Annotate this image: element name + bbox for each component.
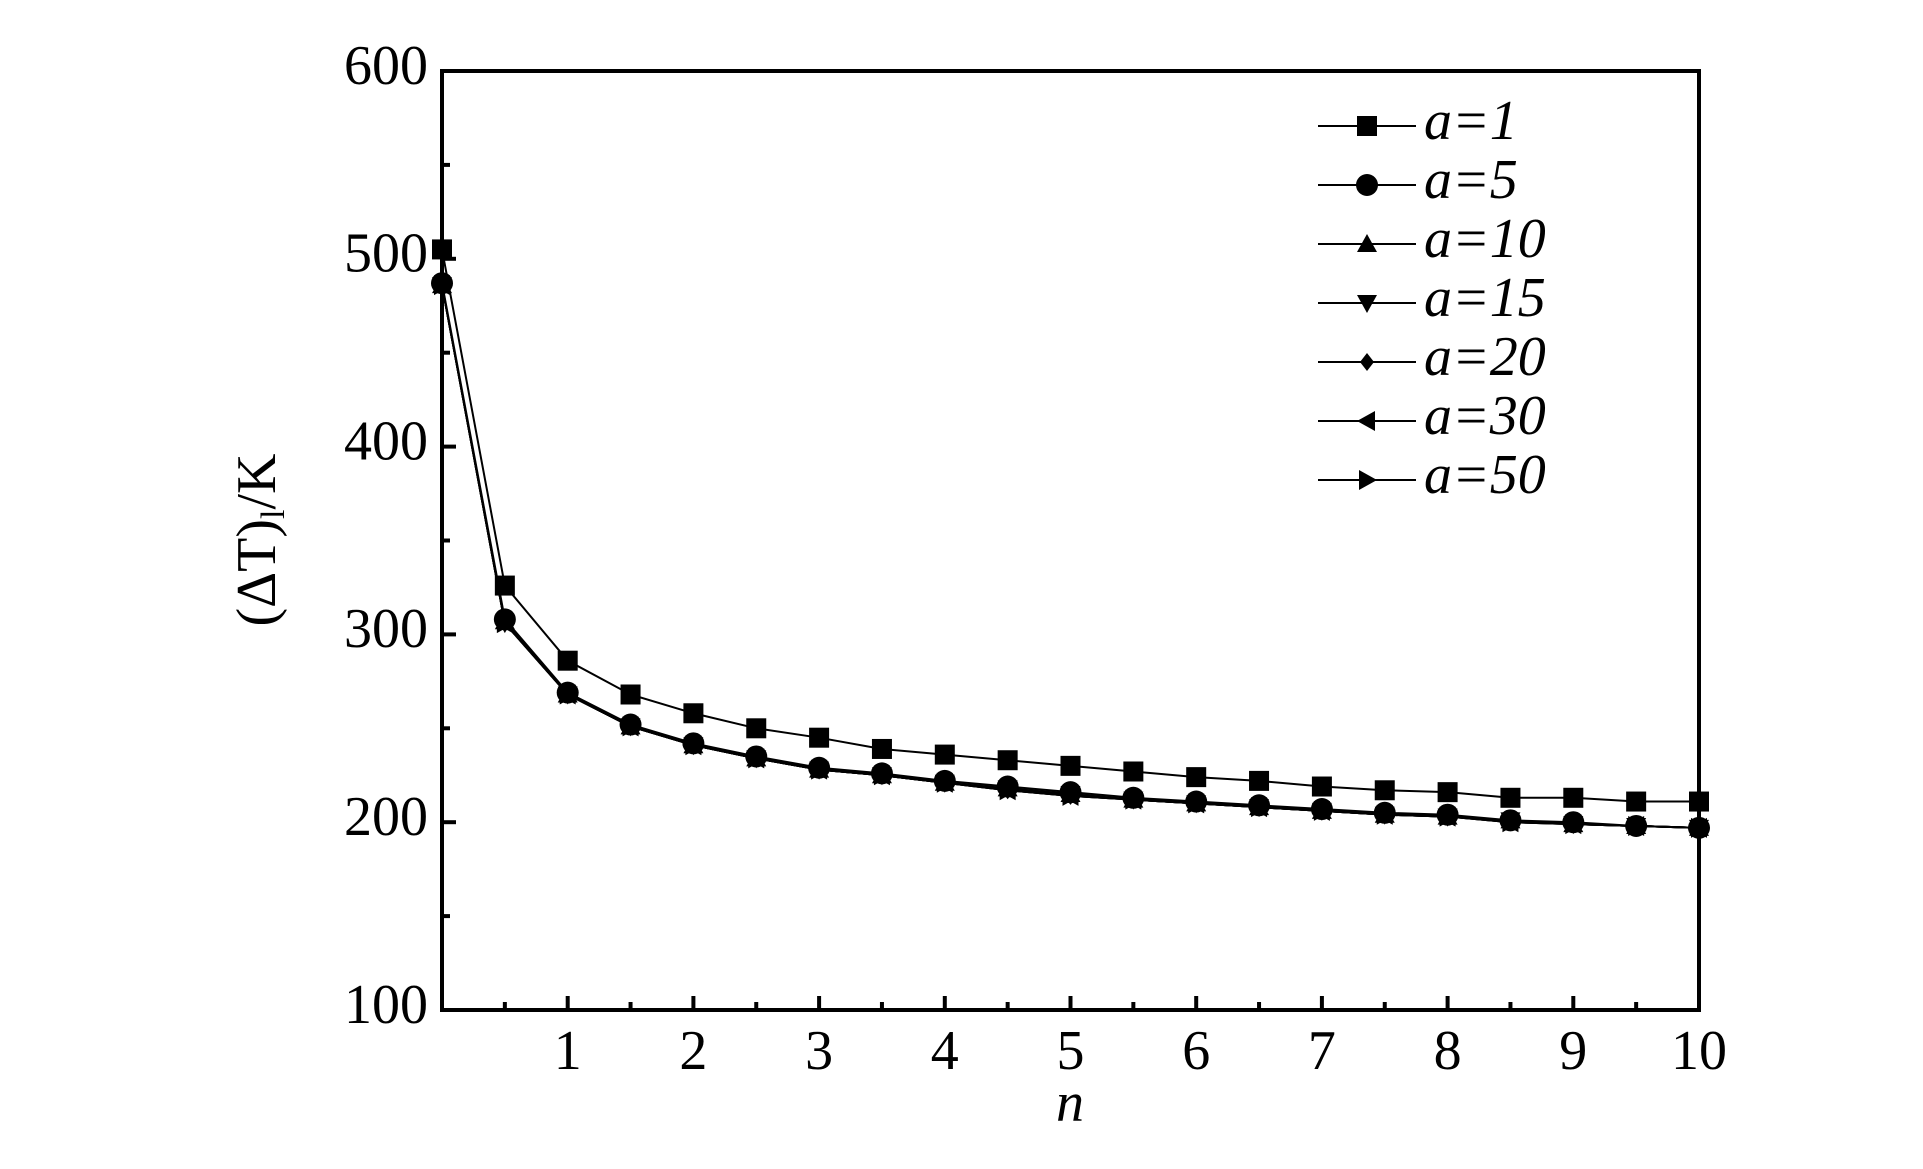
marker [1186,767,1207,788]
marker [1689,791,1709,812]
marker [622,716,641,737]
legend-label: a=15 [1424,267,1546,329]
marker [1691,817,1709,838]
legend-marker [1357,234,1377,252]
y-axis-label-unit: /K [226,454,288,510]
x-tick-label: 6 [1182,1020,1210,1082]
y-tick-label: 300 [344,598,428,660]
marker [494,575,515,596]
x-tick-label: 5 [1057,1020,1085,1082]
x-tick-label: 8 [1434,1020,1462,1082]
marker [434,275,452,296]
marker [620,684,641,705]
marker [748,748,767,769]
y-axis-label: (ΔT)l/K [226,454,292,627]
marker [432,239,452,260]
legend-marker [1357,295,1377,313]
marker [1060,755,1081,776]
legend-label: a=20 [1424,326,1546,388]
marker [685,735,704,756]
marker [1123,761,1144,782]
marker [1062,785,1081,806]
marker [1563,787,1584,808]
marker [809,727,830,748]
x-tick-label: 1 [554,1020,582,1082]
x-axis-label: n [1056,1072,1084,1134]
y-tick-label: 500 [344,223,428,285]
marker [1626,791,1647,812]
x-tick-label: 4 [931,1020,959,1082]
marker [934,744,955,765]
y-tick-label: 100 [344,974,428,1036]
x-tick-label: 9 [1559,1020,1587,1082]
legend-label: a=50 [1424,444,1546,506]
x-tick-label: 2 [679,1020,707,1082]
y-tick-label: 200 [344,786,428,848]
x-tick-label: 10 [1671,1020,1727,1082]
legend-label: a=1 [1424,90,1518,152]
marker [1437,782,1458,803]
legend-marker [1356,174,1378,196]
marker [1628,815,1647,836]
x-tick-label: 7 [1308,1020,1336,1082]
marker [1188,793,1207,814]
marker [936,772,955,793]
marker [1313,800,1332,821]
marker [746,718,767,739]
legend-label: a=30 [1424,385,1546,447]
marker [557,650,578,671]
marker [1125,789,1144,810]
y-tick-label: 400 [344,410,428,472]
marker [871,738,892,759]
y-axis-label-sub: l [255,510,292,519]
legend-marker [1359,470,1377,490]
marker [683,703,704,724]
marker [1502,812,1521,833]
marker [999,780,1018,801]
legend-label: a=10 [1424,208,1546,270]
marker [1249,770,1270,791]
marker [496,613,515,634]
marker [1376,804,1395,825]
marker [1500,787,1521,808]
marker [1374,780,1395,801]
marker [1565,814,1584,835]
legend-marker [1357,411,1375,431]
marker [811,759,830,780]
x-tick-label: 3 [805,1020,833,1082]
marker [997,750,1018,771]
marker [1251,797,1270,818]
marker [559,684,578,705]
legend-label: a=5 [1424,149,1518,211]
marker [873,765,892,786]
legend-marker [1360,353,1374,371]
marker [1311,776,1332,797]
y-axis-label-main: (ΔT) [226,519,288,627]
y-tick-label: 600 [344,35,428,97]
legend-marker [1357,116,1377,136]
marker [1439,806,1458,827]
